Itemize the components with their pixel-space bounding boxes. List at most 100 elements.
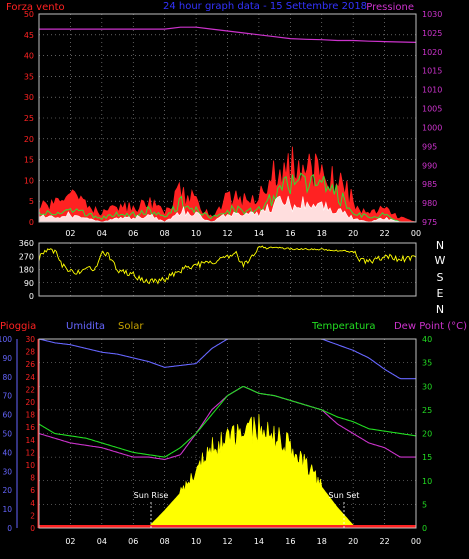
humidity-tick: 80 <box>2 373 12 382</box>
temperature-tick: 25 <box>422 406 432 415</box>
wind-x-tick: 14 <box>254 229 264 238</box>
direction-left-tick: 0 <box>29 292 34 301</box>
temp-x-tick: 08 <box>160 537 170 546</box>
wind-right-label: Pressione <box>366 2 414 13</box>
wind-x-tick: 02 <box>65 229 75 238</box>
temp-x-tick: 22 <box>379 537 389 546</box>
compass-label: N <box>436 239 444 252</box>
compass-label: N <box>436 303 444 316</box>
wind-right-tick: 1030 <box>422 10 442 19</box>
dew-point-label: Dew Point (°C) <box>394 321 467 332</box>
wind-title: 24 hour graph data - 15 Settembre 2018 <box>163 1 367 12</box>
temperature-tick: 30 <box>422 382 432 391</box>
wind-x-tick: 18 <box>317 229 327 238</box>
wind-right-tick: 1025 <box>422 29 442 38</box>
wind-x-tick: 12 <box>222 229 232 238</box>
wind-left-tick: 10 <box>24 176 34 185</box>
temp-x-tick: 18 <box>317 537 327 546</box>
direction-left-tick: 90 <box>24 279 34 288</box>
direction-left-tick: 270 <box>19 252 34 261</box>
sunrise-annotation: Sun Rise <box>134 491 169 500</box>
rain-tick: 28 <box>25 348 35 357</box>
temperature-tick: 0 <box>422 524 427 533</box>
rain-tick: 16 <box>25 423 35 432</box>
wind-right-tick: 995 <box>422 142 437 151</box>
wind-x-tick: 20 <box>348 229 358 238</box>
temp-x-tick: 04 <box>97 537 107 546</box>
wind-right-tick: 985 <box>422 180 437 189</box>
wind-left-tick: 25 <box>24 114 34 123</box>
wind-x-tick: 22 <box>379 229 389 238</box>
wind-right-tick: 990 <box>422 161 437 170</box>
wind-left-tick: 40 <box>24 52 34 61</box>
humidity-tick: 100 <box>0 335 12 344</box>
wind-left-tick: 30 <box>24 93 34 102</box>
wind-right-tick: 1010 <box>422 86 442 95</box>
temp-x-tick: 10 <box>191 537 201 546</box>
temp-panel: Pioggia Umidita Solar Temperatura Dew Po… <box>0 321 467 546</box>
temp-x-tick: 12 <box>222 537 232 546</box>
wind-x-tick: 16 <box>285 229 295 238</box>
wind-frame <box>38 13 417 223</box>
compass-label: S <box>437 271 444 284</box>
wind-left-tick: 5 <box>29 197 34 206</box>
wind-panel: Forza vento 24 hour graph data - 15 Sett… <box>6 1 442 238</box>
wind-left-tick: 15 <box>24 156 34 165</box>
rain-label: Pioggia <box>0 321 36 332</box>
rain-tick: 24 <box>25 373 35 382</box>
wind-left-tick: 0 <box>29 218 34 227</box>
wind-left-tick: 20 <box>24 135 34 144</box>
wind-x-tick: 10 <box>191 229 201 238</box>
humidity-tick: 70 <box>2 392 12 401</box>
temperature-tick: 15 <box>422 453 432 462</box>
temp-x-tick: 14 <box>254 537 264 546</box>
rain-tick: 14 <box>25 436 35 445</box>
rain-tick: 20 <box>25 398 35 407</box>
temp-x-tick: 16 <box>285 537 295 546</box>
temp-x-tick: 02 <box>65 537 75 546</box>
humidity-tick: 60 <box>2 411 12 420</box>
wind-x-tick: 08 <box>160 229 170 238</box>
rain-tick: 4 <box>30 499 35 508</box>
temp-x-tick: 00 <box>411 537 421 546</box>
wind-x-tick: 04 <box>97 229 107 238</box>
rain-tick: 12 <box>25 448 35 457</box>
humidity-tick: 10 <box>2 505 12 514</box>
wind-x-tick: 06 <box>128 229 138 238</box>
temperature-tick: 10 <box>422 477 432 486</box>
rain-tick: 8 <box>30 474 35 483</box>
wind-right-tick: 1020 <box>422 48 442 57</box>
rain-tick: 0 <box>30 524 35 533</box>
temperature-series <box>38 385 417 458</box>
compass-label: W <box>435 254 446 267</box>
wind-right-tick: 980 <box>422 199 437 208</box>
direction-frame <box>38 242 417 297</box>
pressure-series <box>39 26 417 43</box>
humidity-tick: 50 <box>2 430 12 439</box>
rain-tick: 10 <box>25 461 35 470</box>
wind-right-tick: 1000 <box>422 123 442 132</box>
direction-series <box>38 245 417 285</box>
rain-tick: 6 <box>30 486 35 495</box>
wind-left-tick: 35 <box>24 72 34 81</box>
rain-tick: 18 <box>25 411 35 420</box>
sunset-annotation: Sun Set <box>329 491 360 500</box>
humidity-tick: 40 <box>2 448 12 457</box>
wind-left-label: Forza vento <box>6 2 65 13</box>
rain-tick: 26 <box>25 360 35 369</box>
rain-tick: 2 <box>30 511 35 520</box>
temp-x-tick: 20 <box>348 537 358 546</box>
solar-label: Solar <box>118 321 144 332</box>
direction-left-tick: 180 <box>19 266 34 275</box>
rain-tick: 30 <box>25 335 35 344</box>
wind-left-tick: 50 <box>24 10 34 19</box>
wind-right-tick: 1015 <box>422 67 442 76</box>
humidity-tick: 30 <box>2 467 12 476</box>
temperature-tick: 5 <box>422 500 427 509</box>
temp-frame <box>38 338 417 529</box>
compass-label: E <box>437 287 444 300</box>
temperature-label: Temperatura <box>311 321 376 332</box>
temperature-tick: 40 <box>422 335 432 344</box>
humidity-label: Umidita <box>66 321 105 332</box>
wind-x-tick: 00 <box>411 229 421 238</box>
